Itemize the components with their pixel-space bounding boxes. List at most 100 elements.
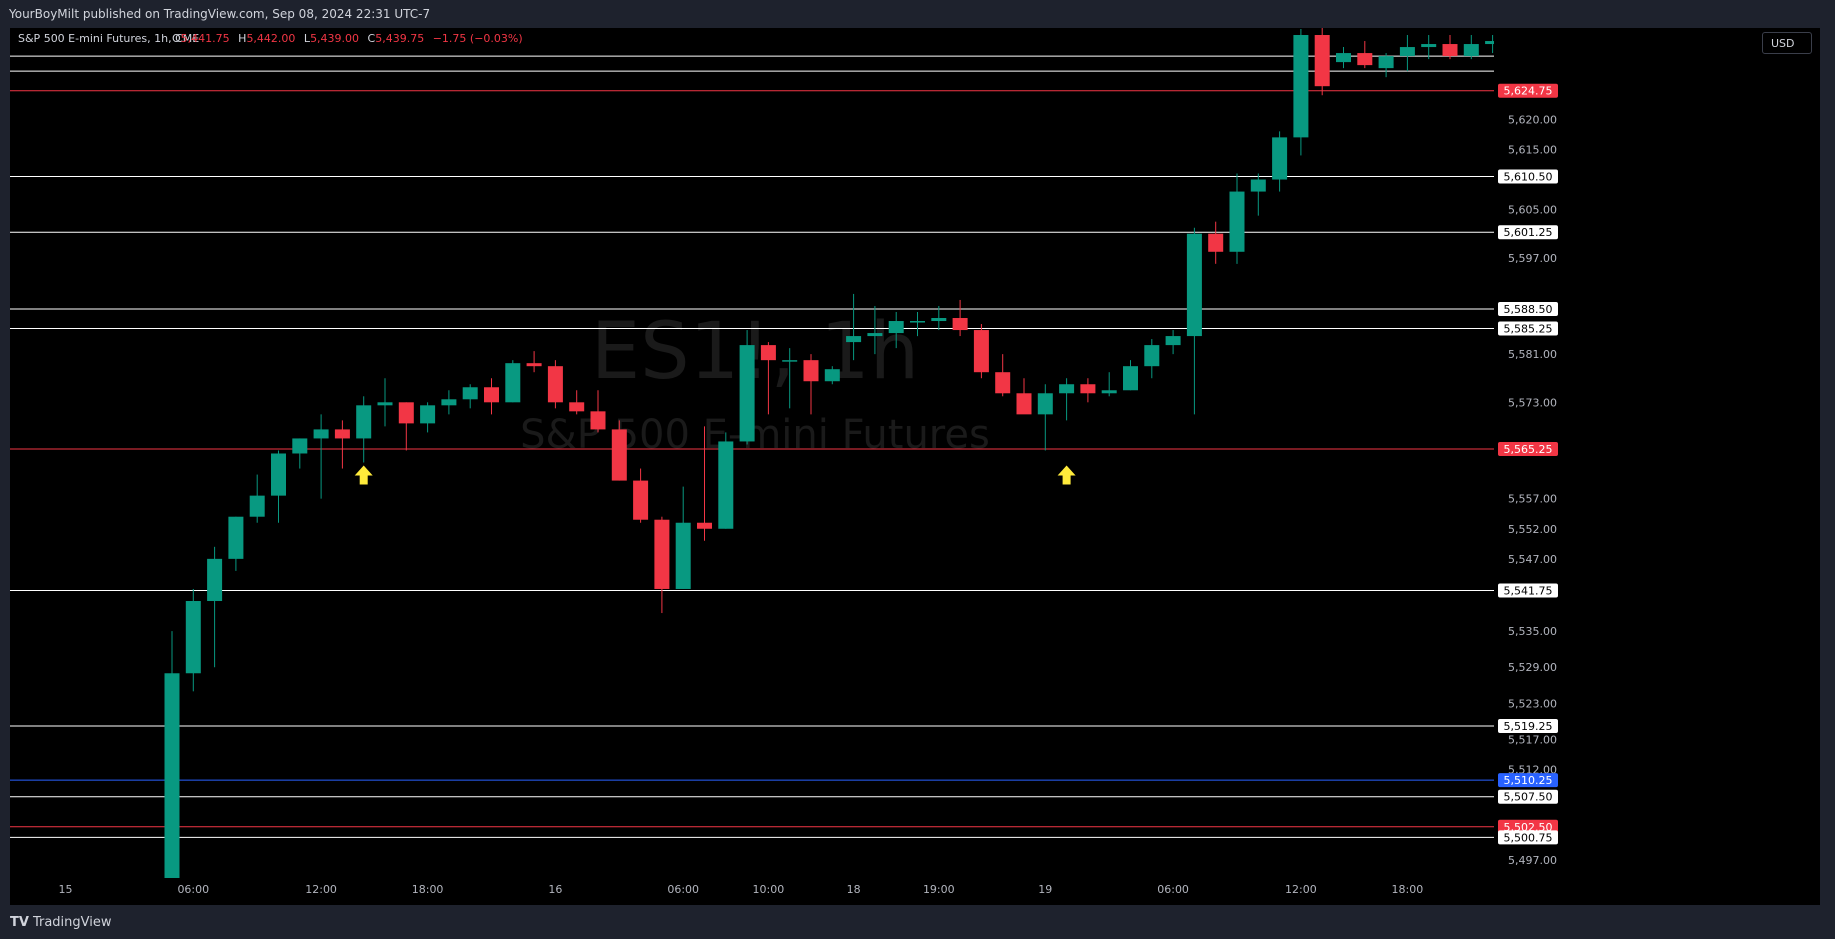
candle-body [1272,137,1288,180]
price-label: 5,585.25 [1504,323,1553,336]
candle-body [292,438,308,454]
up-arrow-icon [1057,465,1076,485]
watermark: ES1!, 1h S&P 500 E-mini Futures [520,307,990,458]
price-label: 5,588.50 [1504,303,1553,316]
candle-body [505,363,521,403]
ohlc-l-label: L [304,32,311,45]
candle-body [1399,47,1415,57]
candle-body [633,480,649,520]
time-tick: 19:00 [923,883,955,896]
price-level-labels: 5,624.75 5,610.50 5,601.25 5,588.50 5,585.25… [1498,83,1558,845]
candle-body [1037,393,1053,415]
ohlc-c-label: C [368,32,376,45]
candle-body [739,345,755,442]
ohlc-open: 5,441.75 [181,32,230,45]
price-tick: 5,497.00 [1508,854,1557,867]
candle-body [313,429,329,439]
time-tick: 12:00 [1285,883,1317,896]
candles [164,22,1501,878]
candle-body [249,495,265,517]
ohlc-h-label: H [238,32,246,45]
price-tick: 5,547.00 [1508,553,1557,566]
currency-button[interactable]: USD [1762,32,1812,54]
candle-body [931,318,947,322]
brand-name: TradingView [32,915,112,930]
candle-body [356,405,372,439]
ohlc-o-label: O [172,32,181,45]
ohlc-values: O5,441.75 H5,442.00 L5,439.00 C5,439.75 … [172,32,523,45]
candlestick-chart[interactable]: ES1!, 1h S&P 500 E-mini Futures S&P 500 … [10,22,1760,905]
candle-body [1016,393,1032,415]
symbol-legend: S&P 500 E-mini Futures, 1h, CME O5,441.7… [18,32,523,45]
tradingview-logo: 𝗧𝗩 TradingView [10,915,111,930]
candle-body [526,363,542,367]
publisher-bar: YourBoyMilt published on TradingView.com… [0,0,1835,28]
price-tick: 5,597.00 [1508,252,1557,265]
candle-body [1485,41,1501,45]
candle-body [1080,384,1096,394]
price-label-bg [1498,789,1558,804]
candle-body [271,453,286,496]
candle-body [207,558,223,602]
price-label-bg [1498,301,1558,316]
candle-body [654,519,670,589]
candle-body [675,522,691,589]
candle-body [1186,233,1202,337]
candle-body [1208,233,1224,252]
time-tick: 15 [59,883,73,896]
candle-body [1123,366,1138,391]
price-tick: 5,615.00 [1508,143,1557,156]
candle-body [441,399,457,406]
price-tick: 5,581.00 [1508,348,1557,361]
time-tick: 12:00 [305,883,337,896]
price-tick: 5,517.00 [1508,734,1557,747]
ohlc-close: 5,439.75 [375,32,424,45]
time-ticks: 15 06:00 12:00 18:00 16 06:00 10:00 18 19:00 19 06… [59,883,1424,896]
time-tick: 10:00 [753,883,785,896]
time-tick: 06:00 [177,883,209,896]
price-tick: 5,573.00 [1508,396,1557,409]
candle-body [484,387,499,403]
candle-body [590,411,606,430]
price-label: 5,624.75 [1504,85,1553,98]
price-label: 5,610.50 [1504,171,1553,184]
candle-body [420,405,436,424]
footer-bar: 𝗧𝗩 TradingView [0,905,1835,939]
price-label: 5,601.25 [1504,226,1553,239]
tv-logo-icon: 𝗧𝗩 [10,915,29,930]
ohlc-change: −1.75 (−0.03%) [433,32,523,45]
price-label-bg [1498,773,1558,788]
price-label-bg [1498,830,1558,845]
price-axis[interactable]: 5,620.00 5,615.00 5,605.00 5,597.00 5,581.00… [1494,28,1760,905]
time-axis[interactable]: 15 06:00 12:00 18:00 16 06:00 10:00 18 19:00 19 06… [59,883,1424,896]
left-edge [0,28,10,905]
candle-body [611,429,627,481]
chart-area[interactable]: ES1!, 1h S&P 500 E-mini Futures S&P 500 … [10,22,1760,905]
candle-body [952,318,968,331]
candle-body [803,360,819,382]
candle-body [1293,35,1309,138]
ohlc-high: 5,442.00 [246,32,295,45]
ohlc-low: 5,439.00 [310,32,359,45]
candle-body [824,369,840,382]
price-label-bg [1498,441,1558,456]
candle-body [1165,336,1181,346]
candle-body [760,345,776,361]
candle-body [1357,53,1373,66]
candle-body [1336,53,1351,63]
time-tick: 19 [1038,883,1052,896]
published-text: YourBoyMilt published on TradingView.com… [9,7,431,21]
price-label-bg [1498,718,1558,733]
price-label: 5,565.25 [1504,443,1553,456]
candle-body [1101,390,1117,394]
candle-body [846,336,862,343]
price-tick: 5,557.00 [1508,493,1557,506]
time-tick: 06:00 [667,883,699,896]
candle-body [547,366,563,403]
candle-body [398,402,414,424]
price-tick: 5,620.00 [1508,113,1557,126]
price-label: 5,500.75 [1504,831,1553,844]
price-label: 5,510.25 [1504,774,1553,787]
price-tick: 5,605.00 [1508,204,1557,217]
candle-body [867,333,883,337]
